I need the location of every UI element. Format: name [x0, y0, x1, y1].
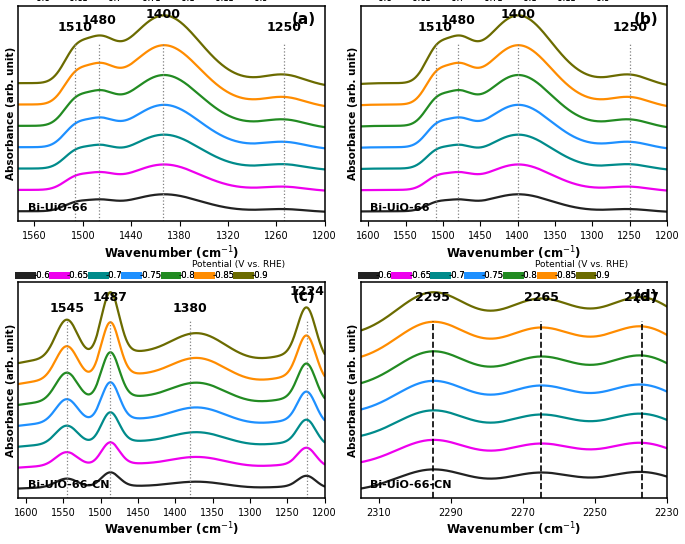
Text: 2265: 2265: [523, 291, 558, 304]
Legend: -0.6, -0.65, -0.7, -0.75, -0.8, -0.85, -0.9: -0.6, -0.65, -0.7, -0.75, -0.8, -0.85, -…: [361, 271, 610, 280]
Text: 1510: 1510: [418, 21, 453, 34]
Text: (d): (d): [634, 289, 658, 304]
X-axis label: Wavenumber (cm$^{-1}$): Wavenumber (cm$^{-1}$): [447, 244, 582, 262]
Text: (a): (a): [291, 12, 315, 27]
X-axis label: Wavenumber (cm$^{-1}$): Wavenumber (cm$^{-1}$): [104, 244, 239, 262]
Text: Potential (V vs. RHE): Potential (V vs. RHE): [192, 261, 286, 269]
Y-axis label: Absorbance (arb. unit): Absorbance (arb. unit): [348, 324, 358, 457]
Legend: -0.6, -0.65, -0.7, -0.75, -0.8, -0.85, -0.9: -0.6, -0.65, -0.7, -0.75, -0.8, -0.85, -…: [18, 271, 268, 280]
Text: 1400: 1400: [500, 8, 535, 21]
Legend: -0.6, -0.65, -0.7, -0.75, -0.8, -0.85, -0.9: -0.6, -0.65, -0.7, -0.75, -0.8, -0.85, -…: [361, 0, 610, 3]
Text: Bi-UiO-66-CN: Bi-UiO-66-CN: [370, 480, 451, 490]
Text: 1480: 1480: [82, 14, 116, 27]
Text: (c): (c): [292, 289, 315, 304]
Legend: -0.6, -0.65, -0.7, -0.75, -0.8, -0.85, -0.9: -0.6, -0.65, -0.7, -0.75, -0.8, -0.85, -…: [18, 0, 268, 3]
Text: 1545: 1545: [49, 302, 84, 315]
Text: 1400: 1400: [146, 8, 181, 21]
X-axis label: Wavenumber (cm$^{-1}$): Wavenumber (cm$^{-1}$): [104, 521, 239, 539]
Text: Bi-UiO-66: Bi-UiO-66: [370, 203, 429, 213]
Text: Bi-UiO-66: Bi-UiO-66: [27, 203, 87, 213]
X-axis label: Wavenumber (cm$^{-1}$): Wavenumber (cm$^{-1}$): [447, 521, 582, 539]
Y-axis label: Absorbance (arb. unit): Absorbance (arb. unit): [5, 47, 16, 180]
Text: (b): (b): [633, 12, 658, 27]
Text: 1224: 1224: [289, 285, 324, 298]
Text: 2237: 2237: [625, 291, 659, 304]
Text: 1250: 1250: [612, 21, 647, 34]
Text: 1480: 1480: [440, 14, 475, 27]
Text: 2295: 2295: [415, 291, 450, 304]
Text: 1250: 1250: [266, 21, 302, 34]
Text: Potential (V vs. RHE): Potential (V vs. RHE): [535, 261, 628, 269]
Text: 1510: 1510: [58, 21, 92, 34]
Text: 1487: 1487: [92, 291, 127, 304]
Y-axis label: Absorbance (arb. unit): Absorbance (arb. unit): [5, 324, 16, 457]
Text: 1380: 1380: [173, 302, 208, 315]
Y-axis label: Absorbance (arb. unit): Absorbance (arb. unit): [348, 47, 358, 180]
Text: Bi-UiO-66-CN: Bi-UiO-66-CN: [27, 480, 109, 490]
